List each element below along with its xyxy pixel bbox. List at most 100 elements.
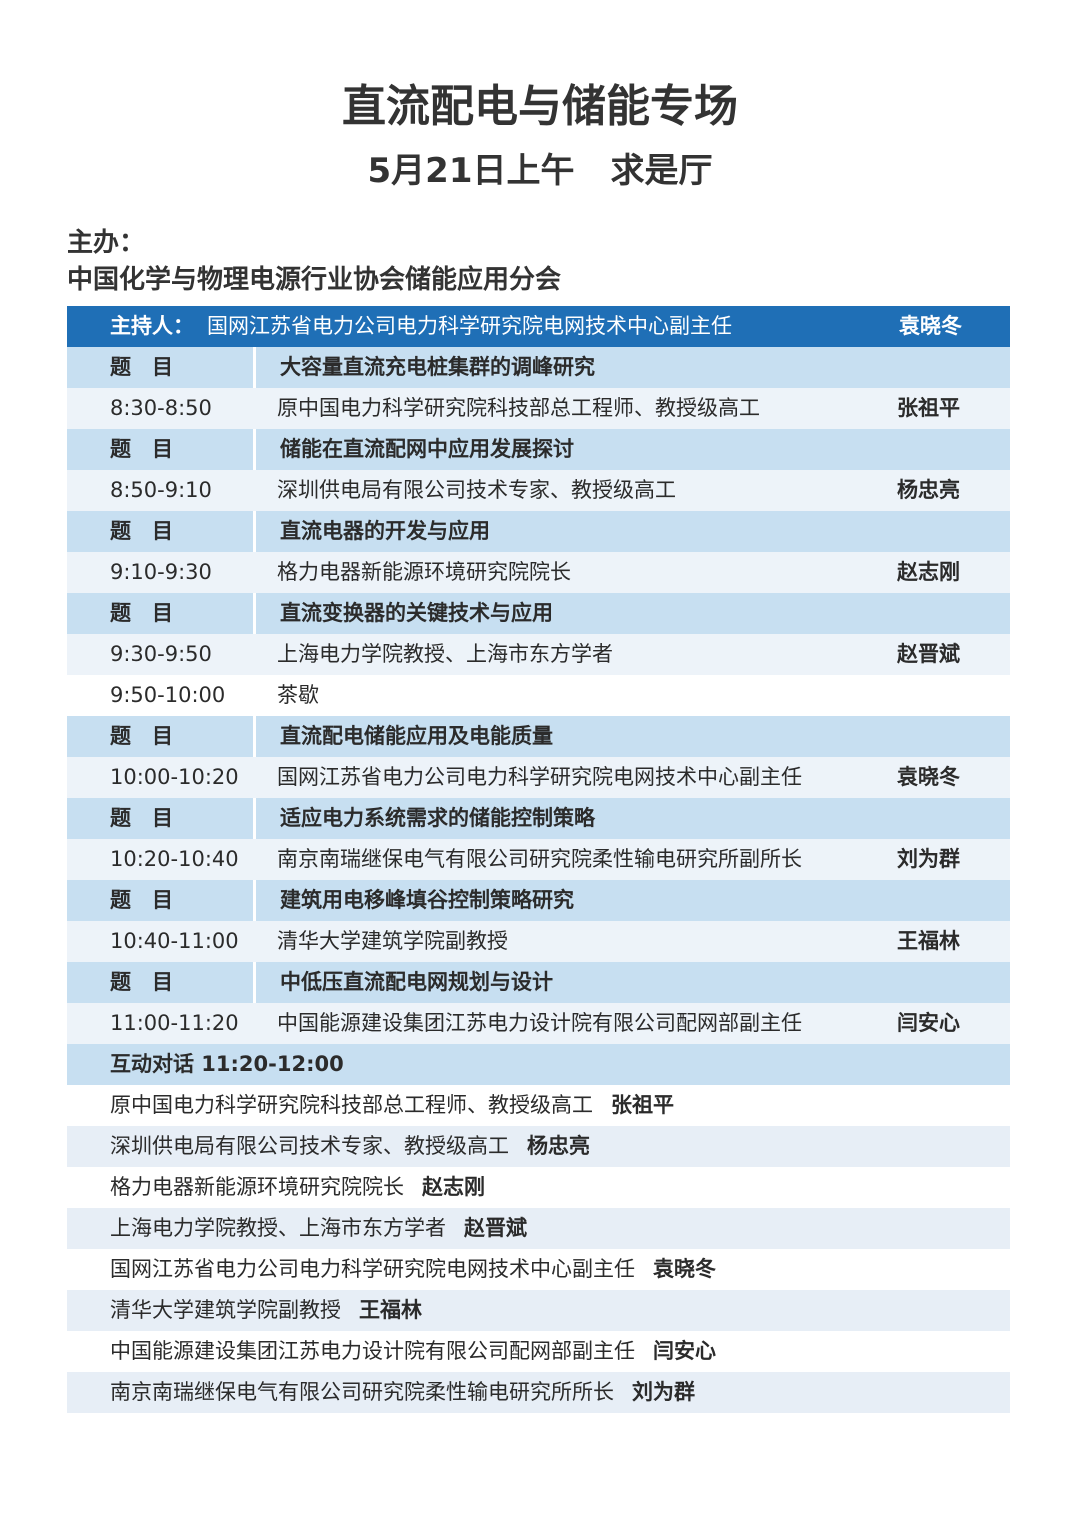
panel-title-row: 互动对话 11:20-12:00 bbox=[67, 1044, 1010, 1085]
date: 5月21日上午 bbox=[367, 151, 575, 191]
member-title: 中国能源建设集团江苏电力设计院有限公司配网部副主任 bbox=[110, 1339, 635, 1363]
speaker: 杨忠亮 bbox=[897, 478, 960, 502]
speaker-row: 9:10-9:30 格力电器新能源环境研究院院长 赵志刚 bbox=[67, 552, 1010, 593]
member-name: 刘为群 bbox=[632, 1380, 695, 1404]
member-title: 南京南瑞继保电气有限公司研究院柔性输电研究所所长 bbox=[110, 1380, 614, 1404]
divider bbox=[253, 593, 256, 634]
member-title: 上海电力学院教授、上海市东方学者 bbox=[110, 1216, 446, 1240]
subtitle: 5月21日上午 求是厅 bbox=[0, 143, 1080, 192]
topic-label: 题 目 bbox=[110, 806, 173, 830]
speaker-title: 清华大学建筑学院副教授 bbox=[277, 929, 508, 953]
topic-row: 题 目 直流电器的开发与应用 bbox=[67, 511, 1010, 552]
topic: 直流电器的开发与应用 bbox=[280, 519, 490, 543]
member-name: 赵志刚 bbox=[422, 1175, 485, 1199]
speaker-title: 原中国电力科学研究院科技部总工程师、教授级高工 bbox=[277, 396, 760, 420]
topic-row: 题 目 储能在直流配网中应用发展探讨 bbox=[67, 429, 1010, 470]
divider bbox=[253, 962, 256, 1003]
member-name: 赵晋斌 bbox=[464, 1216, 527, 1240]
speaker: 赵志刚 bbox=[897, 560, 960, 584]
speaker-row: 11:00-11:20 中国能源建设集团江苏电力设计院有限公司配网部副主任 闫安心 bbox=[67, 1003, 1010, 1044]
time: 8:30-8:50 bbox=[110, 396, 212, 420]
panel-member-row: 深圳供电局有限公司技术专家、教授级高工 杨忠亮 bbox=[67, 1126, 1010, 1167]
panel-member-row: 格力电器新能源环境研究院院长 赵志刚 bbox=[67, 1167, 1010, 1208]
speaker: 闫安心 bbox=[897, 1011, 960, 1035]
divider bbox=[253, 798, 256, 839]
divider bbox=[253, 429, 256, 470]
member-title: 国网江苏省电力公司电力科学研究院电网技术中心副主任 bbox=[110, 1257, 635, 1281]
time: 10:40-11:00 bbox=[110, 929, 239, 953]
member-title: 格力电器新能源环境研究院院长 bbox=[110, 1175, 404, 1199]
topic: 直流配电储能应用及电能质量 bbox=[280, 724, 553, 748]
venue: 求是厅 bbox=[610, 151, 713, 191]
topic-label: 题 目 bbox=[110, 437, 173, 461]
time: 8:50-9:10 bbox=[110, 478, 212, 502]
speaker-title: 上海电力学院教授、上海市东方学者 bbox=[277, 642, 613, 666]
topic: 中低压直流配电网规划与设计 bbox=[280, 970, 553, 994]
panel-title: 互动对话 11:20-12:00 bbox=[110, 1052, 344, 1076]
time: 9:10-9:30 bbox=[110, 560, 212, 584]
host-label: 主持人： bbox=[110, 314, 194, 338]
member-name: 杨忠亮 bbox=[527, 1134, 590, 1158]
speaker-title: 格力电器新能源环境研究院院长 bbox=[277, 560, 571, 584]
topic-label: 题 目 bbox=[110, 888, 173, 912]
time: 11:00-11:20 bbox=[110, 1011, 239, 1035]
speaker-row: 10:00-10:20 国网江苏省电力公司电力科学研究院电网技术中心副主任 袁晓冬 bbox=[67, 757, 1010, 798]
divider bbox=[253, 347, 256, 388]
topic-label: 题 目 bbox=[110, 355, 173, 379]
speaker-row: 8:50-9:10 深圳供电局有限公司技术专家、教授级高工 杨忠亮 bbox=[67, 470, 1010, 511]
topic-label: 题 目 bbox=[110, 970, 173, 994]
member-title: 原中国电力科学研究院科技部总工程师、教授级高工 bbox=[110, 1093, 593, 1117]
divider bbox=[253, 511, 256, 552]
speaker-title: 中国能源建设集团江苏电力设计院有限公司配网部副主任 bbox=[277, 1011, 802, 1035]
host-name: 袁晓冬 bbox=[899, 314, 962, 338]
organizer-name: 中国化学与物理电源行业协会储能应用分会 bbox=[67, 265, 562, 295]
panel-member-row: 中国能源建设集团江苏电力设计院有限公司配网部副主任 闫安心 bbox=[67, 1331, 1010, 1372]
panel-member-row: 上海电力学院教授、上海市东方学者 赵晋斌 bbox=[67, 1208, 1010, 1249]
break-time: 9:50-10:00 bbox=[110, 683, 226, 707]
topic: 适应电力系统需求的储能控制策略 bbox=[280, 806, 595, 830]
divider bbox=[253, 716, 256, 757]
divider bbox=[253, 880, 256, 921]
topic-row: 题 目 建筑用电移峰填谷控制策略研究 bbox=[67, 880, 1010, 921]
topic: 直流变换器的关键技术与应用 bbox=[280, 601, 553, 625]
speaker: 赵晋斌 bbox=[897, 642, 960, 666]
break-row: 9:50-10:00 茶歇 bbox=[67, 675, 1010, 716]
topic-row: 题 目 大容量直流充电桩集群的调峰研究 bbox=[67, 347, 1010, 388]
speaker: 王福林 bbox=[897, 929, 960, 953]
speaker-row: 9:30-9:50 上海电力学院教授、上海市东方学者 赵晋斌 bbox=[67, 634, 1010, 675]
host-row: 主持人： 国网江苏省电力公司电力科学研究院电网技术中心副主任 袁晓冬 bbox=[67, 306, 1010, 347]
topic-label: 题 目 bbox=[110, 601, 173, 625]
speaker-title: 南京南瑞继保电气有限公司研究院柔性输电研究所副所长 bbox=[277, 847, 802, 871]
topic: 大容量直流充电桩集群的调峰研究 bbox=[280, 355, 595, 379]
speaker: 张祖平 bbox=[897, 396, 960, 420]
topic-row: 题 目 直流变换器的关键技术与应用 bbox=[67, 593, 1010, 634]
time: 10:00-10:20 bbox=[110, 765, 239, 789]
panel-member-row: 国网江苏省电力公司电力科学研究院电网技术中心副主任 袁晓冬 bbox=[67, 1249, 1010, 1290]
organizer-label: 主办： bbox=[67, 228, 146, 258]
topic-label: 题 目 bbox=[110, 519, 173, 543]
break-label: 茶歇 bbox=[277, 683, 319, 707]
time: 10:20-10:40 bbox=[110, 847, 239, 871]
speaker-title: 深圳供电局有限公司技术专家、教授级高工 bbox=[277, 478, 676, 502]
member-title: 清华大学建筑学院副教授 bbox=[110, 1298, 341, 1322]
topic-row: 题 目 中低压直流配电网规划与设计 bbox=[67, 962, 1010, 1003]
member-name: 王福林 bbox=[359, 1298, 422, 1322]
speaker: 刘为群 bbox=[897, 847, 960, 871]
topic-row: 题 目 适应电力系统需求的储能控制策略 bbox=[67, 798, 1010, 839]
time: 9:30-9:50 bbox=[110, 642, 212, 666]
speaker-title: 国网江苏省电力公司电力科学研究院电网技术中心副主任 bbox=[277, 765, 802, 789]
panel-member-row: 南京南瑞继保电气有限公司研究院柔性输电研究所所长 刘为群 bbox=[67, 1372, 1010, 1413]
speaker-row: 10:40-11:00 清华大学建筑学院副教授 王福林 bbox=[67, 921, 1010, 962]
speaker-row: 8:30-8:50 原中国电力科学研究院科技部总工程师、教授级高工 张祖平 bbox=[67, 388, 1010, 429]
topic-label: 题 目 bbox=[110, 724, 173, 748]
speaker-row: 10:20-10:40 南京南瑞继保电气有限公司研究院柔性输电研究所副所长 刘为群 bbox=[67, 839, 1010, 880]
member-title: 深圳供电局有限公司技术专家、教授级高工 bbox=[110, 1134, 509, 1158]
member-name: 张祖平 bbox=[611, 1093, 674, 1117]
panel-member-row: 清华大学建筑学院副教授 王福林 bbox=[67, 1290, 1010, 1331]
member-name: 闫安心 bbox=[653, 1339, 716, 1363]
topic: 储能在直流配网中应用发展探讨 bbox=[280, 437, 574, 461]
speaker: 袁晓冬 bbox=[897, 765, 960, 789]
title: 直流配电与储能专场 bbox=[342, 81, 738, 132]
host-title: 国网江苏省电力公司电力科学研究院电网技术中心副主任 bbox=[207, 314, 732, 338]
